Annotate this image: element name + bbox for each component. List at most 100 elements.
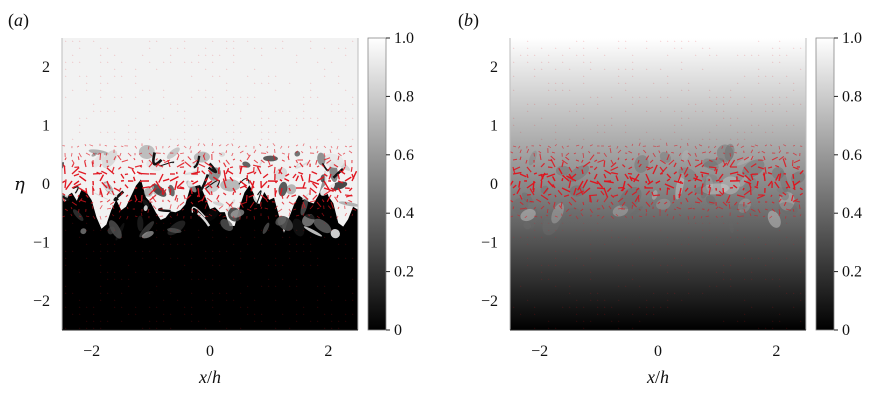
velocity-arrow <box>575 166 579 169</box>
velocity-arrow <box>273 166 276 174</box>
velocity-arrow <box>84 144 87 147</box>
velocity-arrow <box>148 189 155 196</box>
velocity-arrow <box>155 162 160 168</box>
velocity-arrow <box>337 206 340 210</box>
velocity-arrow <box>64 179 67 189</box>
velocity-arrow <box>693 177 703 182</box>
velocity-arrow <box>111 214 115 217</box>
velocity-arrow <box>561 187 571 193</box>
velocity-arrow <box>754 144 759 147</box>
velocity-arrow <box>62 180 66 184</box>
velocity-arrow <box>767 172 773 175</box>
velocity-arrow <box>678 214 682 217</box>
mixing-blob <box>72 209 84 221</box>
velocity-arrow <box>239 165 248 168</box>
velocity-arrow <box>99 215 102 220</box>
velocity-arrow <box>793 199 801 203</box>
velocity-arrow <box>326 159 332 164</box>
velocity-arrow <box>732 184 738 189</box>
velocity-arrow <box>540 205 545 210</box>
mixing-blob <box>187 176 201 187</box>
velocity-arrow <box>62 145 66 147</box>
velocity-arrow <box>767 166 773 169</box>
velocity-arrow <box>600 190 605 196</box>
eddy-structure <box>779 191 795 211</box>
velocity-arrow <box>243 185 248 189</box>
velocity-arrow <box>783 201 787 207</box>
velocity-arrow <box>538 173 549 177</box>
velocity-arrow <box>89 144 94 147</box>
velocity-arrow <box>278 166 283 174</box>
velocity-arrow <box>729 152 732 157</box>
velocity-arrow <box>568 201 573 206</box>
velocity-arrow <box>239 150 244 154</box>
velocity-arrow <box>225 208 229 212</box>
velocity-arrow <box>750 163 757 168</box>
mixing-blob <box>102 150 118 169</box>
velocity-arrow <box>596 180 604 189</box>
velocity-arrow <box>617 207 624 210</box>
velocity-arrow <box>645 166 651 169</box>
velocity-arrow <box>293 165 297 168</box>
velocity-arrow <box>138 200 143 203</box>
velocity-arrow <box>785 215 787 219</box>
velocity-arrow <box>181 159 185 162</box>
velocity-arrow <box>321 212 325 217</box>
velocity-arrow <box>176 187 185 190</box>
velocity-arrow <box>722 162 728 168</box>
eddy-structure <box>724 143 735 161</box>
velocity-arrow <box>588 171 591 175</box>
velocity-arrow <box>740 145 745 148</box>
velocity-arrow <box>771 208 776 213</box>
mixing-filament <box>196 173 210 192</box>
velocity-arrow <box>190 208 196 212</box>
velocity-arrow <box>701 173 704 178</box>
velocity-arrow <box>643 149 647 154</box>
velocity-arrow <box>582 161 591 168</box>
velocity-arrow <box>687 179 691 182</box>
velocity-arrow <box>117 166 122 170</box>
velocity-arrow <box>161 187 164 195</box>
velocity-arrow <box>565 208 570 213</box>
velocity-arrow <box>694 145 697 150</box>
mixing-blob <box>303 226 323 237</box>
velocity-arrow <box>139 165 143 168</box>
velocity-arrow <box>274 205 278 210</box>
velocity-arrow <box>757 151 760 154</box>
velocity-arrow <box>553 206 556 210</box>
velocity-arrow <box>560 201 563 208</box>
eddy-structure <box>523 221 532 230</box>
velocity-arrow <box>728 204 731 210</box>
velocity-arrow <box>309 205 314 210</box>
velocity-arrow <box>561 159 568 165</box>
velocity-arrow <box>771 156 778 161</box>
velocity-arrow <box>126 215 129 220</box>
velocity-arrow <box>125 194 129 198</box>
velocity-arrow <box>645 173 651 183</box>
velocity-arrow <box>694 192 697 196</box>
velocity-arrow <box>350 166 353 172</box>
velocity-arrow <box>573 207 577 210</box>
velocity-arrow <box>678 152 682 157</box>
velocity-arrow <box>323 180 331 191</box>
velocity-arrow <box>725 194 731 204</box>
mixing-blob <box>317 152 326 166</box>
velocity-arrow <box>510 215 514 218</box>
velocity-arrow <box>679 145 682 149</box>
colorbar-tick-label: 0.6 <box>842 147 862 164</box>
velocity-arrow <box>230 204 234 210</box>
velocity-arrow <box>203 143 206 147</box>
velocity-arrow <box>227 170 234 175</box>
velocity-arrow <box>222 192 227 196</box>
velocity-arrow <box>649 159 654 163</box>
velocity-arrow <box>673 208 677 210</box>
velocity-arrow <box>162 178 170 182</box>
velocity-arrow <box>92 152 95 155</box>
velocity-arrow <box>267 185 270 189</box>
velocity-arrow <box>664 208 668 213</box>
velocity-arrow <box>337 180 344 184</box>
velocity-arrow <box>197 142 200 147</box>
velocity-arrow <box>628 166 633 170</box>
mixing-blob <box>304 213 317 220</box>
velocity-arrow <box>287 145 290 149</box>
